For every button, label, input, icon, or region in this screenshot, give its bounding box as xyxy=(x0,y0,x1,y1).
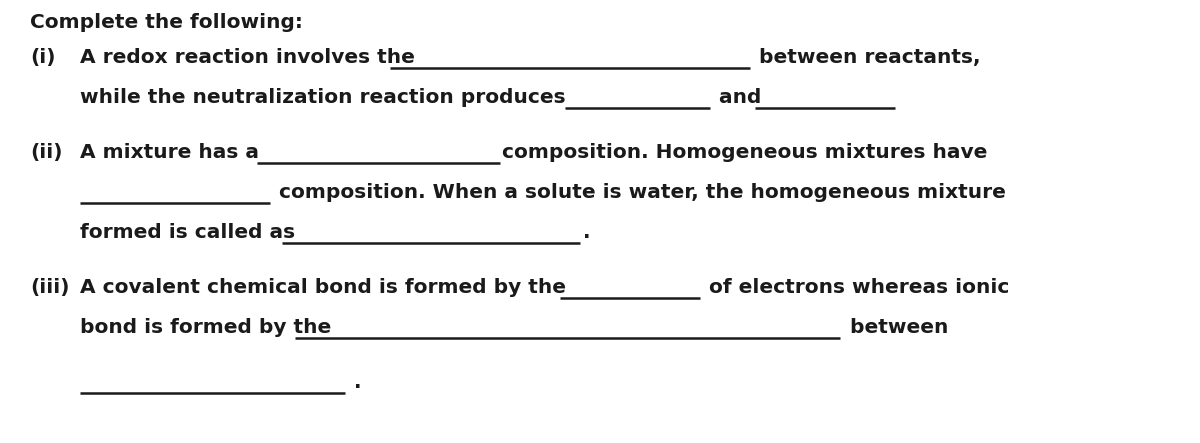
Text: A redox reaction involves the: A redox reaction involves the xyxy=(80,48,422,67)
Text: while the neutralization reaction produces: while the neutralization reaction produc… xyxy=(80,88,572,107)
Text: composition. When a solute is water, the homogeneous mixture: composition. When a solute is water, the… xyxy=(272,183,1006,202)
Text: formed is called as: formed is called as xyxy=(80,223,302,242)
Text: (iii): (iii) xyxy=(30,278,70,297)
Text: between reactants,: between reactants, xyxy=(752,48,980,67)
Text: A mixture has a: A mixture has a xyxy=(80,143,266,162)
Text: .: . xyxy=(583,223,590,242)
Text: bond is formed by the: bond is formed by the xyxy=(80,318,338,337)
Text: .: . xyxy=(347,373,361,392)
Text: (i): (i) xyxy=(30,48,55,67)
Text: of electrons whereas ionic: of electrons whereas ionic xyxy=(702,278,1009,297)
Text: A covalent chemical bond is formed by the: A covalent chemical bond is formed by th… xyxy=(80,278,574,297)
Text: between: between xyxy=(842,318,948,337)
Text: Complete the following:: Complete the following: xyxy=(30,13,302,32)
Text: (ii): (ii) xyxy=(30,143,62,162)
Text: and: and xyxy=(712,88,768,107)
Text: composition. Homogeneous mixtures have: composition. Homogeneous mixtures have xyxy=(502,143,988,162)
